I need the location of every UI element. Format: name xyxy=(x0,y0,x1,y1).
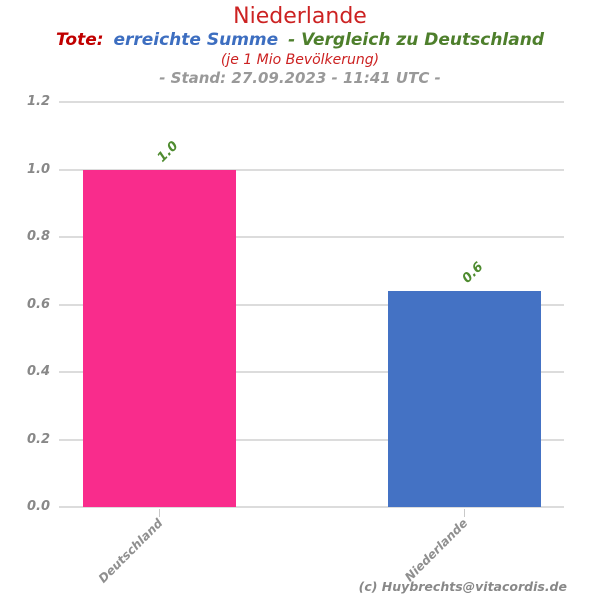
bar-deutschland xyxy=(83,169,236,507)
y-axis-tick-label: 0.0 xyxy=(26,499,50,514)
y-axis-tick-label: 0.4 xyxy=(26,364,50,379)
y-axis-tick-label: 0.6 xyxy=(26,296,50,312)
subtitle-tote: Tote: xyxy=(55,30,104,50)
gridline xyxy=(59,101,564,103)
y-axis-tick-label: 1.2 xyxy=(26,94,50,109)
x-axis-category-label: Deutschland xyxy=(95,516,166,586)
gridline xyxy=(59,438,564,441)
gridline xyxy=(59,303,564,306)
bar-niederlande xyxy=(388,291,541,507)
gridline xyxy=(59,371,564,373)
y-axis-tick-label: 0.2 xyxy=(26,431,50,447)
gridline xyxy=(59,236,564,238)
x-axis-category-label: Niederlande xyxy=(402,516,471,585)
chart-header: Niederlande Tote: erreichte Summe - Verg… xyxy=(0,0,600,88)
chart-subtitle: Tote: erreichte Summe - Vergleich zu Deu… xyxy=(0,30,600,51)
x-axis-tick xyxy=(464,509,465,517)
subtitle-erreichte-summe: erreichte Summe xyxy=(113,30,279,50)
x-axis-tick xyxy=(159,509,160,517)
credit-text: (c) Huybrechts@vitacordis.de xyxy=(358,579,567,594)
chart-stand-line: - Stand: 27.09.2023 - 11:41 UTC - xyxy=(159,69,441,87)
y-axis-tick-label: 0.8 xyxy=(26,229,50,244)
chart-unit-line: (je 1 Mio Bevölkerung) xyxy=(220,52,380,68)
y-axis-tick-label: 1.0 xyxy=(26,161,50,177)
gridline xyxy=(59,168,564,171)
gridline xyxy=(59,506,564,508)
plot-area xyxy=(59,101,564,508)
subtitle-vergleich: - Vergleich zu Deutschland xyxy=(288,30,545,50)
chart-title: Niederlande xyxy=(233,4,367,29)
